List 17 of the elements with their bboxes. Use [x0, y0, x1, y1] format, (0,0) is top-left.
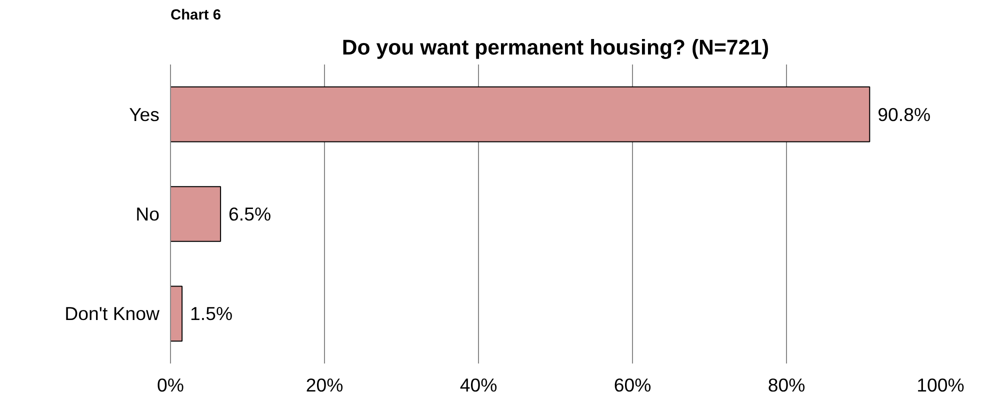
caption: Chart 6	[170, 8, 221, 24]
data-label: 1.5%	[190, 303, 233, 324]
x-tick-label: 40%	[460, 374, 498, 396]
data-label: 90.8%	[878, 104, 931, 125]
y-tick-label: No	[136, 204, 160, 224]
x-tick-label: 0%	[157, 374, 184, 396]
x-tick-label: 100%	[916, 374, 964, 396]
chart-title: Do you want permanent housing? (N=721)	[342, 36, 770, 60]
bar	[170, 86, 870, 142]
bar	[170, 186, 222, 242]
x-tick-label: 20%	[306, 374, 344, 396]
data-label: 6.5%	[228, 204, 272, 224]
bar	[170, 286, 183, 342]
y-tick-label: Yes	[129, 104, 160, 125]
x-tick-label: 60%	[614, 374, 652, 396]
y-tick-label: Don't Know	[64, 303, 160, 324]
x-tick-label: 80%	[768, 374, 806, 396]
